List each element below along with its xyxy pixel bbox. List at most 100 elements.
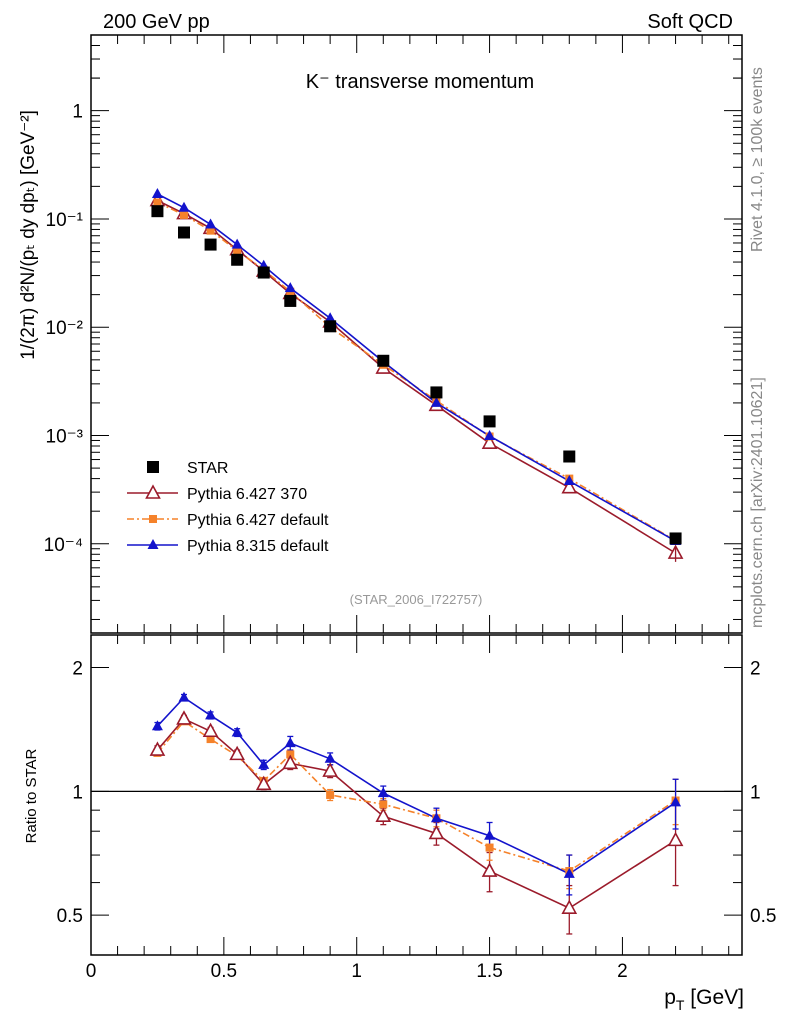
- main-frame: [90, 34, 743, 634]
- ratio-point-pythia8: [178, 691, 190, 702]
- y-axis-label: 1/(2π) d²N/(pₜ dy dpₜ) [GeV⁻²]: [18, 110, 39, 360]
- point-star: [151, 205, 164, 218]
- point-pythia8: [430, 396, 442, 407]
- x-tick-label: 2: [617, 961, 628, 982]
- main-panel: K⁻ transverse momentum 1/(2π) d²N/(pₜ dy…: [18, 34, 743, 634]
- mcplots-label: mcplots.cern.ch [arXiv:2401.10621]: [749, 377, 766, 628]
- point-pythia6-370: [481, 434, 498, 449]
- ratio-point-pythia6-370: [322, 762, 338, 777]
- main-axes: 1 10⁻¹ 10⁻² 10⁻³ 10⁻⁴: [44, 34, 743, 634]
- ratio-y-tick-label-right: 0.5: [750, 906, 776, 927]
- x-tick-label: 1: [351, 961, 362, 982]
- point-star: [178, 226, 190, 239]
- ratio-point-pythia6-370: [667, 831, 684, 847]
- x-axis-label: pT [GeV]: [664, 986, 744, 1013]
- legend-label: STAR: [187, 460, 228, 477]
- main-title: K⁻ transverse momentum: [306, 71, 534, 93]
- ratio-point-pythia8: [284, 737, 296, 748]
- ratio-point-pythia8: [484, 829, 496, 840]
- ratio-point-pythia8: [377, 787, 389, 798]
- ratio-axes: 0.5 0.5 1 1 2 2 0 0.5 1 1.5 2: [57, 634, 776, 982]
- legend: STAR Pythia 6.427 370 Pythia 6.427 default…: [127, 460, 329, 555]
- point-pythia8: [324, 312, 336, 323]
- x-tick-label: 1.5: [476, 961, 502, 982]
- ratio-point-pythia6-370: [176, 710, 192, 725]
- ratio-plot-area: [149, 691, 684, 935]
- ratio-point-pythia8: [205, 709, 217, 720]
- point-pythia8: [284, 282, 296, 293]
- collision-label: 200 GeV pp: [103, 11, 210, 33]
- y-tick-label: 10⁻¹: [46, 210, 84, 231]
- point-star: [257, 266, 270, 279]
- ratio-line-pythia6-default: [156, 720, 677, 872]
- ratio-point-pythia8: [670, 796, 682, 807]
- x-tick-label: 0.5: [211, 961, 237, 982]
- ratio-point-pythia6-default: [206, 735, 215, 744]
- ratio-y-tick-label-right: 1: [750, 782, 761, 803]
- point-star: [430, 386, 443, 399]
- ratio-point-pythia6-370: [375, 807, 392, 823]
- point-pythia8: [178, 201, 190, 212]
- ratio-point-pythia6-default: [326, 790, 335, 799]
- ratio-point-pythia6-default: [286, 750, 295, 759]
- ratio-point-pythia6-370: [229, 745, 245, 761]
- line-pythia6-370: [157, 199, 676, 554]
- legend-marker: [145, 484, 161, 499]
- legend-label: Pythia 8.315 default: [187, 538, 329, 555]
- ratio-point-pythia6-370: [481, 862, 498, 877]
- ratio-point-pythia8: [151, 720, 163, 731]
- point-star: [377, 354, 390, 367]
- point-star: [204, 238, 217, 251]
- y-tick-label: 10⁻²: [46, 318, 84, 339]
- point-pythia6-default: [206, 226, 215, 235]
- ratio-point-pythia6-370: [255, 775, 272, 791]
- ratio-line-pythia6-370: [156, 717, 677, 910]
- ratio-y-axis-label: Ratio to STAR: [23, 748, 40, 843]
- ratio-frame: [90, 634, 743, 956]
- legend-marker: [147, 461, 159, 473]
- rivet-label: Rivet 4.1.0, ≥ 100k events: [749, 67, 766, 252]
- point-pythia6-default: [180, 210, 188, 219]
- ratio-y-tick-label: 2: [72, 659, 83, 680]
- main-plot-area: [149, 188, 684, 562]
- point-star: [483, 415, 496, 428]
- ratio-point-pythia6-370: [202, 722, 219, 738]
- point-star: [563, 450, 576, 463]
- category-label: Soft QCD: [647, 11, 733, 33]
- x-tick-label: 0: [86, 961, 97, 982]
- legend-marker: [149, 515, 157, 523]
- ratio-y-tick-label: 1: [72, 782, 83, 803]
- legend-label: Pythia 6.427 370: [187, 486, 307, 503]
- legend-marker: [147, 539, 159, 549]
- ratio-point-pythia8: [563, 867, 575, 878]
- ratio-point-pythia8: [258, 758, 270, 769]
- y-tick-label: 10⁻⁴: [44, 535, 83, 556]
- point-star: [324, 320, 337, 333]
- ratio-y-tick-label: 0.5: [57, 906, 83, 927]
- point-pythia6-default: [233, 246, 242, 255]
- line-pythia8: [157, 193, 676, 542]
- point-pythia8: [563, 475, 575, 486]
- ratio-point-pythia8: [430, 812, 442, 823]
- legend-label: Pythia 6.427 default: [187, 512, 329, 529]
- y-tick-label: 10⁻³: [46, 427, 84, 448]
- ratio-point-pythia6-default: [485, 843, 494, 852]
- ratio-point-pythia6-370: [282, 754, 299, 770]
- point-pythia8: [151, 188, 163, 199]
- ratio-line-pythia8: [156, 696, 677, 875]
- point-pythia8: [231, 238, 243, 249]
- ratio-point-pythia6-370: [149, 741, 166, 756]
- watermark: (STAR_2006_I722757): [350, 592, 483, 607]
- ratio-point-pythia8: [324, 752, 336, 763]
- ratio-panel: Ratio to STAR 0.5 0.5 1 1 2 2 0 0.5 1 1.5 2 pT [Ge…: [23, 634, 776, 1013]
- point-star: [231, 253, 244, 266]
- point-pythia6-370: [561, 478, 578, 494]
- ratio-point-pythia6-default: [379, 800, 388, 809]
- ratio-point-pythia8: [231, 726, 243, 737]
- point-star: [284, 294, 297, 307]
- point-star: [669, 532, 682, 545]
- ratio-point-pythia6-370: [428, 824, 445, 840]
- ratio-y-tick-label-right: 2: [750, 659, 761, 680]
- point-pythia8: [484, 429, 496, 440]
